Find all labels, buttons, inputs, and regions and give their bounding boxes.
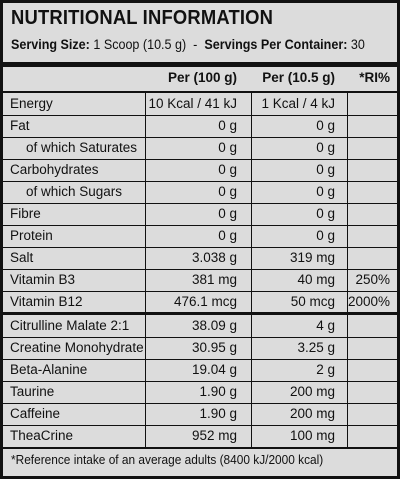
value-per-100g: 3.038 g (191, 250, 237, 265)
value-per-100g: 38.09 g (191, 318, 237, 333)
value-per-100g: 0 g (218, 118, 237, 133)
nutrient-name: Caffeine (10, 406, 61, 421)
value-per-100g: 30.95 g (191, 340, 237, 355)
value-per-100g: 381 mg (191, 272, 237, 287)
nutrient-name: of which Sugars (26, 184, 123, 199)
table-row: Creatine Monohydrate 30.95 g 3.25 g (3, 337, 397, 359)
nutrient-name: Carbohydrates (10, 162, 99, 177)
table-row: Carbohydrates 0 g 0 g (3, 159, 397, 181)
value-ri: 250% (355, 272, 390, 287)
value-per-serving: 0 g (316, 140, 335, 155)
table-row: Fat 0 g 0 g (3, 115, 397, 137)
value-per-100g: 1.90 g (199, 384, 237, 399)
servings-per-container-label: Servings Per Container: (204, 37, 348, 52)
column-divider (347, 93, 348, 447)
row-separator (3, 269, 397, 270)
value-per-serving: 200 mg (289, 406, 335, 421)
servings-per-container-value: 30 (350, 37, 365, 52)
section-rule (3, 312, 397, 315)
nutrient-name: of which Saturates (26, 140, 138, 155)
row-separator (3, 203, 397, 204)
nutrient-name: Beta-Alanine (10, 362, 88, 377)
value-per-serving: 3.25 g (297, 340, 335, 355)
value-per-serving: 100 mg (289, 428, 335, 443)
nutrient-name: Fibre (10, 206, 41, 221)
serving-size-value: 1 Scoop (10.5 g) (93, 37, 187, 52)
serving-separator: - (193, 37, 198, 52)
label-title: NUTRITIONAL INFORMATION (11, 7, 274, 29)
value-per-100g: 476.1 mcg (173, 294, 237, 309)
nutrient-name: Creatine Monohydrate (10, 340, 144, 355)
value-per-100g: 19.04 g (191, 362, 237, 377)
row-separator (3, 159, 397, 160)
column-divider (145, 93, 146, 447)
value-per-serving: 50 mcg (290, 294, 335, 309)
nutrient-name: Vitamin B12 (10, 294, 83, 309)
nutrient-name: Salt (10, 250, 34, 265)
row-separator (3, 137, 397, 138)
nutrient-name: Taurine (10, 384, 55, 399)
nutrient-name: TheaCrine (10, 428, 74, 443)
table-row: Caffeine 1.90 g 200 mg (3, 403, 397, 425)
value-per-100g: 0 g (218, 206, 237, 221)
row-separator (3, 225, 397, 226)
table-row: Vitamin B12 476.1 mcg 50 mcg 2000% (3, 291, 397, 313)
table-row: Citrulline Malate 2:1 38.09 g 4 g (3, 315, 397, 337)
value-per-serving: 319 mg (289, 250, 335, 265)
nutrient-name: Protein (10, 228, 53, 243)
nutrient-name: Fat (10, 118, 30, 133)
table-row: Energy 10 Kcal / 41 kJ 1 Kcal / 4 kJ (3, 93, 397, 115)
header-rule (3, 91, 397, 93)
nutrient-name: Vitamin B3 (10, 272, 76, 287)
value-per-100g: 0 g (218, 228, 237, 243)
table-row: of which Saturates 0 g 0 g (3, 137, 397, 159)
value-per-serving: 40 mg (297, 272, 335, 287)
table-row: Salt 3.038 g 319 mg (3, 247, 397, 269)
table-row: TheaCrine 952 mg 100 mg (3, 425, 397, 447)
value-per-serving: 0 g (316, 162, 335, 177)
table-row: Beta-Alanine 19.04 g 2 g (3, 359, 397, 381)
value-per-serving: 4 g (316, 318, 335, 333)
row-separator (3, 181, 397, 182)
header-per-100g: Per (100 g) (167, 70, 237, 85)
nutrient-name: Citrulline Malate 2:1 (10, 318, 130, 333)
table-row: Fibre 0 g 0 g (3, 203, 397, 225)
row-separator (3, 381, 397, 382)
nutrient-name: Energy (10, 96, 53, 111)
value-per-100g: 0 g (218, 140, 237, 155)
header-ri: *RI% (359, 70, 390, 85)
table-row: Vitamin B3 381 mg 40 mg 250% (3, 269, 397, 291)
value-per-100g: 1.90 g (199, 406, 237, 421)
value-per-serving: 2 g (316, 362, 335, 377)
row-separator (3, 403, 397, 404)
value-per-serving: 0 g (316, 206, 335, 221)
serving-size-label: Serving Size: (11, 37, 90, 52)
value-per-serving: 200 mg (289, 384, 335, 399)
table-row: of which Sugars 0 g 0 g (3, 181, 397, 203)
serving-info: Serving Size: 1 Scoop (10.5 g) - Serving… (11, 37, 365, 52)
footnote: *Reference intake of an average adults (… (11, 453, 324, 467)
value-per-100g: 0 g (218, 184, 237, 199)
row-separator (3, 425, 397, 426)
value-per-serving: 0 g (316, 228, 335, 243)
value-per-serving: 0 g (316, 184, 335, 199)
header-per-serving: Per (10.5 g) (262, 70, 335, 85)
row-separator (3, 291, 397, 292)
value-per-100g: 0 g (218, 162, 237, 177)
row-separator (3, 115, 397, 116)
row-separator (3, 247, 397, 248)
value-per-100g: 10 Kcal / 41 kJ (148, 96, 237, 111)
value-ri: 2000% (347, 294, 390, 309)
column-divider (251, 93, 252, 447)
value-per-100g: 952 mg (191, 428, 237, 443)
bottom-rule (3, 447, 397, 449)
row-separator (3, 359, 397, 360)
row-separator (3, 337, 397, 338)
table-row: Protein 0 g 0 g (3, 225, 397, 247)
value-per-serving: 1 Kcal / 4 kJ (261, 96, 335, 111)
value-per-serving: 0 g (316, 118, 335, 133)
table-row: Taurine 1.90 g 200 mg (3, 381, 397, 403)
top-thick-rule (3, 62, 397, 67)
